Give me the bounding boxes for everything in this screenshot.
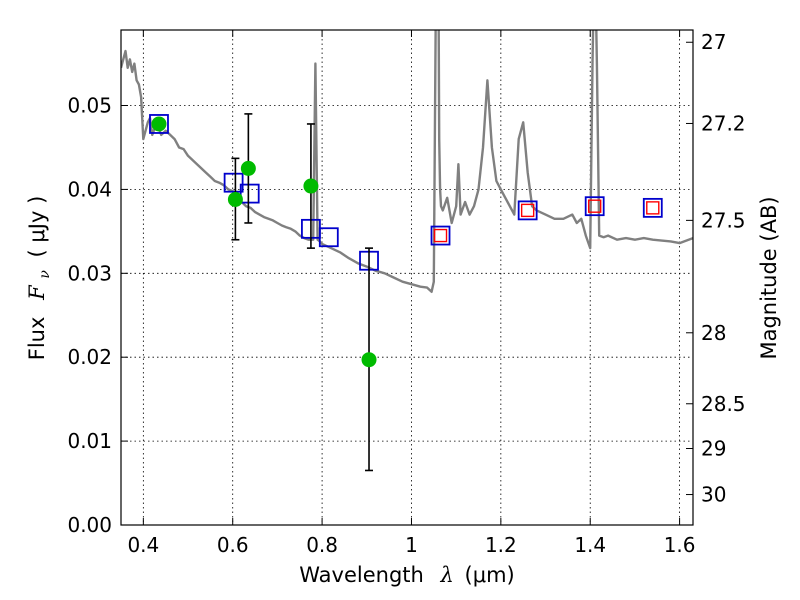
y-tick-label: 0.05 — [67, 94, 112, 118]
model-square — [318, 227, 339, 248]
ir-square — [520, 203, 535, 218]
y-axis-label: Flux — [25, 317, 49, 361]
right-axis-title: Magnitude (AB) — [757, 196, 781, 359]
x-tick-label: 0.6 — [217, 533, 249, 557]
y-axis-title: Flux F ν ( μJy ) — [25, 196, 54, 361]
model-square — [642, 197, 663, 218]
x-axis-label: Wavelength — [299, 563, 424, 587]
right-tick-label: 28 — [701, 321, 726, 345]
right-tick-label: 28.5 — [701, 392, 746, 416]
ir-square — [587, 199, 602, 213]
observed-point — [361, 352, 377, 368]
observed-point — [151, 116, 167, 132]
right-tick-label: 27.5 — [701, 208, 746, 232]
observed-point — [227, 191, 243, 207]
right-tick-label: 30 — [701, 483, 726, 507]
y-axis-subscript: ν — [37, 270, 53, 279]
x-tick-label: 1.2 — [485, 533, 517, 557]
observed-point — [240, 160, 256, 176]
model-square — [517, 200, 538, 221]
x-tick-label: 1 — [405, 533, 418, 557]
x-tick-label: 0.4 — [127, 533, 159, 557]
y-tick-label: 0.00 — [67, 513, 112, 537]
x-axis-symbol: λ — [440, 563, 454, 587]
series-layer — [121, 30, 693, 472]
right-tick-label: 27.2 — [701, 111, 746, 135]
x-tick-label: 0.8 — [306, 533, 338, 557]
plot-background — [121, 30, 693, 525]
right-tick-label: 27 — [701, 30, 726, 54]
model-square — [223, 172, 244, 193]
sed-template-line — [121, 30, 693, 293]
observed-point — [303, 178, 319, 194]
x-tick-label: 1.6 — [664, 533, 696, 557]
model-square — [149, 114, 169, 134]
model-square — [584, 196, 605, 217]
y-axis-unit: ( μJy ) — [25, 196, 49, 258]
y-tick-label: 0.01 — [67, 429, 112, 453]
plot-frame — [120, 29, 694, 526]
x-axis-title: Wavelength λ (μm) — [299, 563, 514, 587]
ir-square — [433, 228, 448, 243]
y-tick-label: 0.04 — [67, 177, 112, 201]
ticks: 0.4 0.6 0.8 1 1.2 1.4 1.6 0.00 0.01 0.02 0.03 0.04 0… — [67, 30, 746, 557]
y-axis-symbol: F — [25, 284, 49, 301]
right-tick-label: 29 — [701, 436, 726, 460]
model-square — [239, 183, 260, 204]
model-square — [430, 225, 451, 246]
x-axis-unit: (μm) — [465, 563, 515, 587]
y-tick-label: 0.03 — [67, 261, 112, 285]
grid — [121, 30, 693, 526]
ir-square — [646, 201, 660, 215]
y-tick-label: 0.02 — [67, 345, 112, 369]
x-tick-label: 1.4 — [574, 533, 606, 557]
